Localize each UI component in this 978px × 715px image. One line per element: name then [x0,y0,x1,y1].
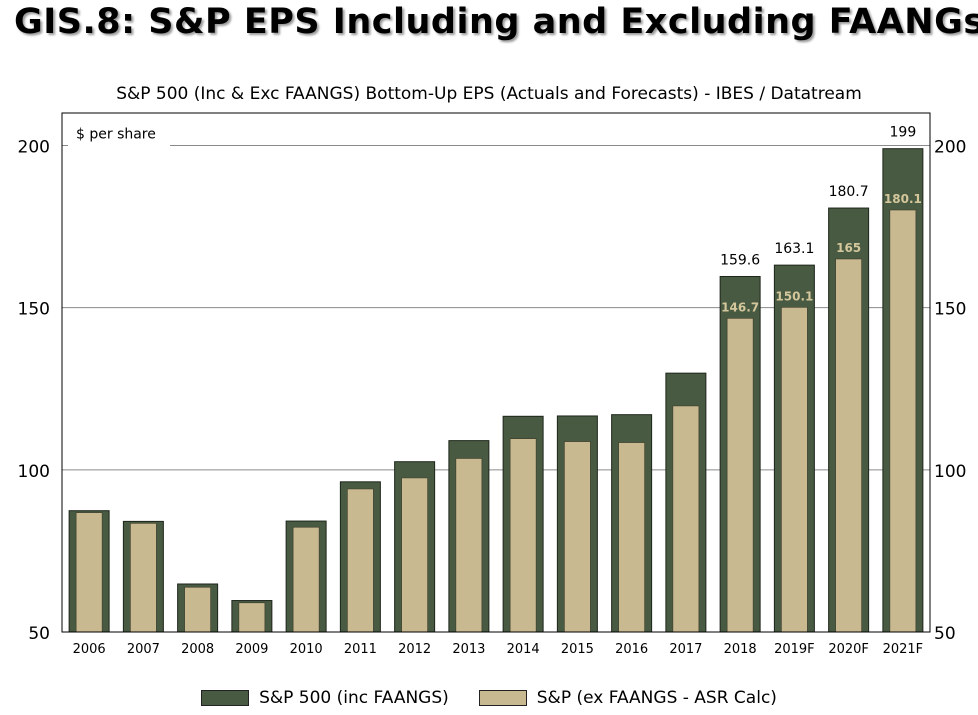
x-tick-label: 2010 [290,642,323,657]
bar-ex-faangs [835,258,862,633]
y-tick-label-right: 100 [934,462,966,482]
page-title: GIS.8: S&P EPS Including and Excluding F… [14,2,978,42]
data-label-ex-faangs: 165 [836,241,861,255]
data-label-inc-faangs: 163.1 [774,241,814,257]
legend-swatch-inc-faangs [201,690,250,706]
bar-ex-faangs [781,307,808,633]
y-tick-label-left: 150 [18,300,50,320]
bar-ex-faangs [184,586,211,633]
x-tick-label: 2012 [398,642,431,657]
bar-ex-faangs [618,442,645,633]
data-label-inc-faangs: 180.7 [829,184,869,200]
x-tick-label: 2016 [615,642,648,657]
data-label-ex-faangs: 146.7 [721,300,759,314]
legend: S&P 500 (inc FAANGS) S&P (ex FAANGS - AS… [0,688,978,708]
data-label-ex-faangs: 180.1 [884,192,922,206]
bar-ex-faangs [564,441,591,633]
y-tick-label-left: 200 [18,137,50,157]
x-tick-label: 2009 [235,642,268,657]
plot-frame [61,112,931,633]
bar-ex-faangs [672,405,700,633]
x-tick-label: 2014 [507,642,540,657]
y-tick-label-right: 50 [934,624,956,644]
ylabel-box [68,123,170,148]
y-tick-label-right: 150 [934,300,966,320]
data-label-ex-faangs: 150.1 [775,289,813,303]
bar-ex-faangs [726,318,754,633]
bar-ex-faangs [75,512,103,633]
data-label-inc-faangs: 159.6 [720,252,760,268]
bar-ex-faangs [455,458,483,633]
x-tick-label: 2008 [181,642,214,657]
legend-swatch-ex-faangs [478,690,527,706]
bar-ex-faangs [347,488,374,633]
bar-ex-faangs [238,602,266,633]
x-tick-label: 2017 [669,642,702,657]
x-tick-label: 2020F [828,642,869,657]
x-tick-label: 2021F [883,642,924,657]
x-tick-label: 2015 [561,642,594,657]
legend-label-ex-faangs: S&P (ex FAANGS - ASR Calc) [536,688,777,708]
legend-item-ex-faangs: S&P (ex FAANGS - ASR Calc) [478,688,777,708]
x-tick-label: 2013 [452,642,485,657]
y-axis-label: $ per share [76,126,156,142]
y-tick-label-left: 50 [28,624,50,644]
data-label-inc-faangs: 199 [890,125,917,141]
bar-ex-faangs [401,477,428,633]
x-tick-label: 2018 [724,642,757,657]
x-tick-label: 2019F [774,642,815,657]
bar-ex-faangs [130,523,157,633]
bar-ex-faangs [292,526,320,633]
y-tick-label-left: 100 [18,462,50,482]
chart-title: S&P 500 (Inc & Exc FAANGS) Bottom-Up EPS… [116,84,862,104]
bar-ex-faangs [509,438,537,633]
x-tick-label: 2006 [73,642,106,657]
y-tick-label-right: 200 [934,137,966,157]
x-tick-label: 2007 [127,642,160,657]
bar-ex-faangs [889,209,917,633]
legend-label-inc-faangs: S&P 500 (inc FAANGS) [259,688,449,708]
legend-item-inc-faangs: S&P 500 (inc FAANGS) [201,688,449,708]
x-tick-label: 2011 [344,642,377,657]
